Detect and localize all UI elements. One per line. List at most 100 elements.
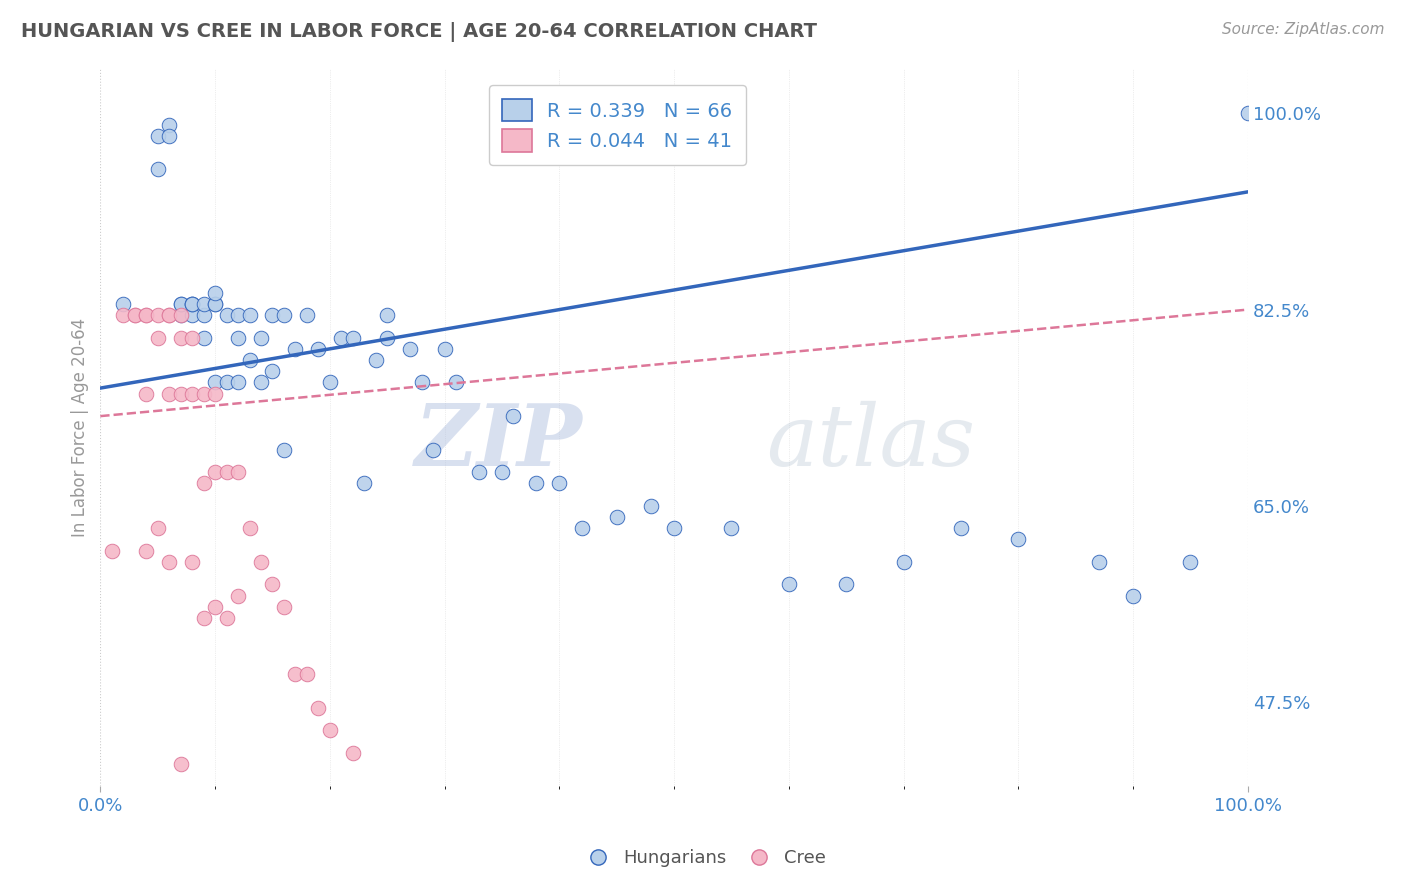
Point (273, 599, 295, 614)
Point (720, 521, 742, 535)
Point (204, 465, 226, 479)
Point (295, 308, 318, 322)
Point (181, 331, 204, 345)
Point (1180, 555, 1202, 569)
Point (181, 308, 204, 322)
Point (778, 577, 800, 591)
Point (1237, 106, 1260, 120)
Point (226, 376, 249, 390)
Point (193, 386, 215, 401)
Point (135, 386, 157, 401)
Point (204, 599, 226, 614)
Point (662, 521, 685, 535)
Point (319, 376, 342, 390)
Point (193, 297, 215, 311)
Point (146, 521, 169, 535)
Point (215, 611, 238, 625)
Point (215, 465, 238, 479)
Point (146, 162, 169, 177)
Y-axis label: In Labor Force | Age 20-64: In Labor Force | Age 20-64 (72, 318, 89, 537)
Point (170, 331, 193, 345)
Point (548, 476, 571, 491)
Text: ZIP: ZIP (415, 400, 582, 483)
Point (364, 353, 387, 368)
Point (284, 342, 307, 356)
Point (181, 297, 204, 311)
Point (146, 128, 169, 143)
Point (157, 308, 180, 322)
Point (226, 465, 249, 479)
Point (170, 297, 193, 311)
Point (157, 555, 180, 569)
Point (238, 521, 260, 535)
Point (181, 386, 204, 401)
Point (124, 308, 146, 322)
Point (491, 465, 513, 479)
Point (893, 555, 915, 569)
Point (273, 308, 295, 322)
Point (835, 577, 858, 591)
Point (135, 308, 157, 322)
Point (949, 521, 972, 535)
Point (640, 499, 662, 513)
Point (1087, 555, 1109, 569)
Point (250, 331, 273, 345)
Point (226, 589, 249, 603)
Point (157, 308, 180, 322)
Point (342, 331, 364, 345)
Point (146, 331, 169, 345)
Point (112, 297, 135, 311)
Point (342, 746, 364, 760)
Legend: R = 0.339   N = 66, R = 0.044   N = 41: R = 0.339 N = 66, R = 0.044 N = 41 (489, 86, 745, 165)
Point (1122, 589, 1144, 603)
Text: atlas: atlas (766, 401, 974, 483)
Point (502, 409, 524, 424)
Text: Source: ZipAtlas.com: Source: ZipAtlas.com (1222, 22, 1385, 37)
Point (1007, 533, 1029, 547)
Point (375, 308, 398, 322)
Point (319, 723, 342, 737)
Text: HUNGARIAN VS CREE IN LABOR FORCE | AGE 20-64 CORRELATION CHART: HUNGARIAN VS CREE IN LABOR FORCE | AGE 2… (21, 22, 817, 42)
Point (238, 353, 260, 368)
Point (238, 308, 260, 322)
Point (170, 308, 193, 322)
Point (170, 386, 193, 401)
Point (157, 128, 180, 143)
Point (181, 297, 204, 311)
Point (262, 308, 284, 322)
Point (250, 555, 273, 569)
Point (295, 667, 318, 681)
Point (157, 118, 180, 132)
Point (226, 308, 249, 322)
Point (181, 555, 204, 569)
Point (193, 308, 215, 322)
Point (215, 308, 238, 322)
Point (375, 331, 398, 345)
Point (330, 331, 353, 345)
Point (411, 376, 433, 390)
Point (353, 476, 375, 491)
Point (250, 376, 273, 390)
Point (284, 667, 307, 681)
Point (181, 297, 204, 311)
Point (204, 285, 226, 300)
Point (124, 308, 146, 322)
Point (571, 521, 593, 535)
Point (307, 342, 329, 356)
Point (135, 308, 157, 322)
Point (226, 331, 249, 345)
Point (101, 543, 124, 558)
Legend: Hungarians, Cree: Hungarians, Cree (572, 842, 834, 874)
Point (204, 297, 226, 311)
Point (193, 476, 215, 491)
Point (170, 308, 193, 322)
Point (204, 386, 226, 401)
Point (262, 577, 284, 591)
Point (262, 364, 284, 378)
Point (204, 376, 226, 390)
Point (215, 376, 238, 390)
Point (606, 510, 628, 524)
Point (135, 543, 157, 558)
Point (146, 308, 169, 322)
Point (399, 342, 422, 356)
